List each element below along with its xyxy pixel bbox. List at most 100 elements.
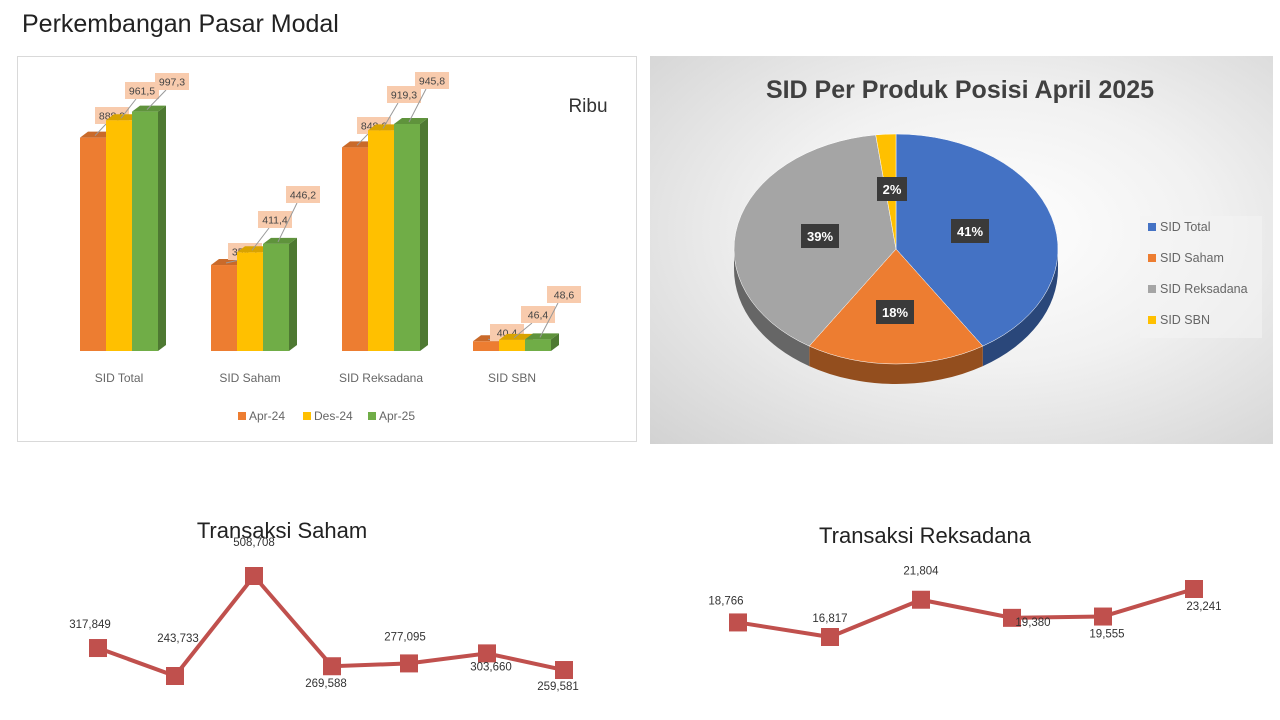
- data-label: 919,3: [391, 90, 417, 102]
- pie-label-box: [801, 224, 839, 248]
- bar: [106, 120, 132, 351]
- data-label-box: [258, 211, 292, 228]
- legend-entry: SID Total: [1160, 220, 1211, 234]
- legend-swatch: [1148, 254, 1156, 262]
- category-label: SID Total: [95, 371, 143, 385]
- data-label-box: [155, 73, 189, 90]
- pie-data-label: 2%: [883, 182, 902, 197]
- data-label: 16,817: [812, 613, 847, 625]
- legend-entry: Des-24: [314, 409, 353, 423]
- bar: [237, 252, 263, 351]
- data-label: 446,2: [290, 190, 316, 202]
- line-chart-reksadana: Transaksi Reksadana 18,766 16,817 21,804 19…: [708, 523, 1222, 646]
- data-label: 243,733: [157, 633, 199, 645]
- bar-side: [289, 237, 297, 351]
- data-label-leader: [146, 89, 167, 110]
- data-point: [89, 639, 107, 658]
- category-label: SID Saham: [219, 371, 280, 385]
- data-label-box: [415, 72, 449, 89]
- bar: [473, 341, 499, 351]
- data-label-leader: [94, 123, 107, 137]
- series-line-reksadana: [737, 587, 1195, 640]
- legend-swatch: [303, 412, 311, 420]
- data-label-leader: [251, 227, 270, 251]
- pie-slice-side: [809, 346, 983, 384]
- unit-label: Ribu: [568, 96, 607, 117]
- bar-top: [525, 333, 559, 340]
- data-label-leader: [513, 322, 533, 339]
- legend-swatch: [368, 412, 376, 420]
- data-label-box: [521, 306, 555, 323]
- bar-top: [106, 114, 140, 121]
- line-chart-saham-title: Transaksi Saham: [197, 518, 367, 543]
- data-label-leader: [225, 259, 240, 264]
- data-label: 48,6: [554, 290, 575, 302]
- line-chart-reksadana-panel: Transaksi Reksadana 18,766 16,817 21,804 19…: [680, 506, 1240, 720]
- data-label-leader: [539, 302, 559, 338]
- data-label-box: [387, 86, 421, 103]
- pie-label-box: [877, 177, 907, 201]
- pie-chart: SID Per Produk Posisi April 2025 41% 18% 3…: [733, 76, 1262, 384]
- data-label-leader: [408, 88, 427, 123]
- pie-data-label: 39%: [807, 229, 833, 244]
- category-label: SID SBN: [488, 371, 536, 385]
- data-label-box: [547, 286, 581, 303]
- bar-side: [158, 105, 166, 351]
- data-label-box: [286, 186, 320, 203]
- legend-box: [1140, 216, 1262, 338]
- data-point: [323, 657, 341, 676]
- pie-data-label: 41%: [957, 224, 983, 239]
- pie-label-box: [876, 300, 914, 324]
- data-label: 269,588: [305, 678, 347, 690]
- line-chart-saham: Transaksi Saham 317,849 243,733 508,708 269…: [69, 518, 579, 693]
- data-label: 21,804: [903, 566, 939, 578]
- bar: [499, 339, 525, 351]
- data-label: 277,095: [384, 631, 426, 643]
- data-label: 303,660: [470, 661, 512, 673]
- page-title: Perkembangan Pasar Modal: [22, 10, 339, 38]
- bar: [394, 124, 420, 352]
- pie-chart-panel: SID Per Produk Posisi April 2025 41% 18% 3…: [650, 56, 1273, 444]
- data-point: [555, 661, 573, 680]
- pie-slice-side: [734, 249, 810, 367]
- data-point: [912, 590, 930, 609]
- legend-entry: SID Reksadana: [1160, 282, 1248, 296]
- data-label-leader: [120, 98, 137, 119]
- legend-swatch: [1148, 223, 1156, 231]
- legend-swatch: [238, 412, 246, 420]
- data-point: [821, 628, 839, 646]
- data-label: 19,555: [1089, 629, 1124, 641]
- bar-top: [80, 131, 114, 138]
- bar: [211, 265, 237, 351]
- data-label: 46,4: [528, 310, 549, 322]
- data-point: [1185, 580, 1203, 598]
- data-label: 508,708: [233, 537, 275, 549]
- bar-top: [237, 246, 271, 253]
- data-label: 23,241: [1186, 601, 1221, 613]
- data-label-leader: [356, 133, 369, 146]
- data-point: [245, 567, 263, 585]
- legend-entry: SID SBN: [1160, 313, 1210, 327]
- category-label: SID Reksadana: [339, 371, 423, 385]
- data-label: 18,766: [708, 595, 743, 607]
- data-label-leader: [382, 102, 399, 129]
- legend-entry: Apr-24: [249, 409, 285, 423]
- bar-side: [420, 118, 428, 351]
- legend-swatch: [1148, 316, 1156, 324]
- bar-top: [342, 141, 376, 148]
- data-label: 259,581: [537, 681, 579, 693]
- data-point: [478, 644, 496, 663]
- line-chart-reksadana-title: Transaksi Reksadana: [819, 523, 1032, 548]
- pie-slice-side: [982, 249, 1058, 367]
- bar-top: [394, 118, 428, 125]
- data-label-leader: [277, 202, 298, 243]
- legend-entry: Apr-25: [379, 409, 415, 423]
- data-label: 945,8: [419, 76, 445, 88]
- bar: [80, 137, 106, 351]
- data-label: 19,380: [1015, 617, 1050, 629]
- data-label: 997,3: [159, 77, 185, 89]
- bar: [525, 339, 551, 351]
- bar-top: [263, 237, 297, 244]
